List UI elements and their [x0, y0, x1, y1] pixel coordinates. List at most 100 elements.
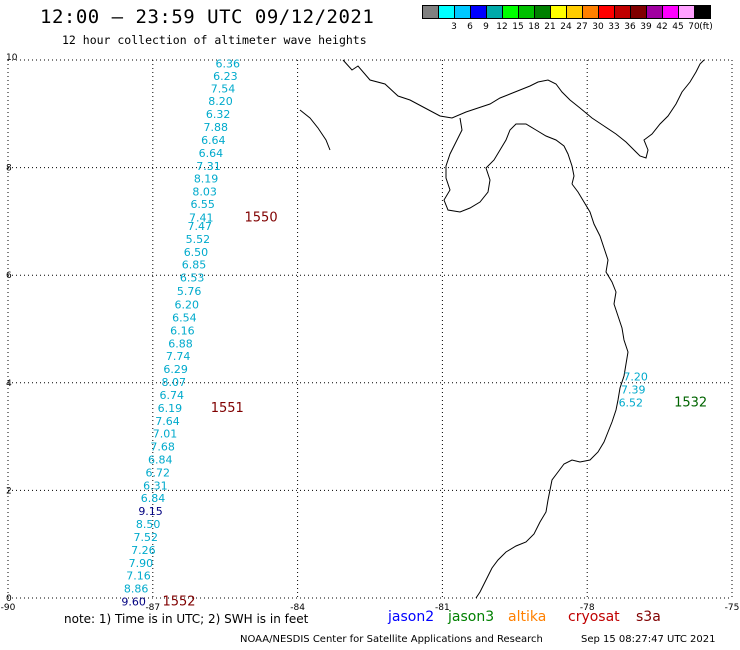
wave-height-value: 6.84 — [148, 454, 173, 467]
wave-height-value: 8.19 — [194, 173, 219, 186]
wave-height-value: 6.32 — [206, 108, 231, 121]
wave-height-value: 6.54 — [172, 311, 197, 324]
coastline-panama-gulf — [443, 117, 575, 213]
pass-time-label: 1551 — [211, 401, 244, 416]
wave-height-value: 8.07 — [161, 376, 186, 389]
coastline-central-america — [342, 59, 705, 159]
pass-time-label: 1532 — [674, 395, 707, 410]
color-swatch — [694, 5, 711, 19]
lat-tick-label: 10 — [6, 53, 18, 63]
satellite-legend-item: jason2 — [388, 609, 435, 625]
lat-tick-label: 8 — [6, 164, 12, 174]
wave-height-value: 6.36 — [216, 58, 241, 71]
wave-height-value: 7.39 — [621, 384, 646, 397]
coastline-island-gulf — [299, 109, 331, 151]
wave-height-value: 7.20 — [623, 371, 648, 384]
wave-height-value: 7.54 — [211, 82, 236, 95]
wave-height-value: 8.86 — [124, 583, 149, 596]
lon-tick-label: -78 — [580, 603, 595, 613]
color-scale-tick-label: 24 — [560, 22, 572, 32]
wave-height-value: 6.74 — [160, 389, 185, 402]
wave-height-value: 6.52 — [619, 396, 644, 409]
wave-height-value: 9.60 — [121, 596, 146, 609]
color-scale-unit: (ft) — [699, 22, 713, 32]
wave-height-value: 7.88 — [203, 121, 228, 134]
lat-lon-grid — [7, 59, 733, 599]
color-scale-tick-label: 33 — [608, 22, 620, 32]
wave-height-value: 6.64 — [199, 147, 224, 160]
wave-height-value: 6.19 — [158, 402, 183, 415]
wave-height-value: 6.16 — [170, 324, 195, 337]
satellite-legend-item: s3a — [636, 609, 661, 625]
wave-height-value: 9.15 — [138, 505, 163, 518]
credit-line: NOAA/NESDIS Center for Satellite Applica… — [240, 634, 543, 645]
pass-time-label: 1552 — [162, 595, 195, 610]
wave-height-value: 6.29 — [163, 363, 188, 376]
wave-height-value: 7.31 — [196, 160, 221, 173]
satellite-legend-item: altika — [508, 609, 547, 625]
wave-height-value: 6.20 — [175, 299, 200, 312]
coastline-colombia-pacific — [475, 183, 629, 599]
color-scale-tick-label: 6 — [467, 22, 473, 32]
color-scale-tick-label: 27 — [576, 22, 588, 32]
generated-timestamp: Sep 15 08:27:47 UTC 2021 — [581, 634, 716, 645]
color-scale-tick-label: 21 — [544, 22, 556, 32]
pass-time-labels: 1550 1551 1552 1532 — [162, 210, 707, 609]
color-scale-tick-label: 36 — [624, 22, 636, 32]
map-subtitle: 12 hour collection of altimeter wave hei… — [62, 33, 367, 47]
color-scale-legend: 3 6 9 12 15 18 21 24 27 30 33 36 39 42 45 70 (ft) — [422, 5, 713, 35]
altimeter-track-points: 6.366.237.548.206.327.886.646.647.318.19… — [121, 58, 647, 609]
wave-height-value: 7.47 — [188, 220, 213, 233]
wave-height-value: 8.20 — [208, 95, 233, 108]
lon-tick-label: -84 — [290, 603, 305, 613]
wave-height-value: 6.64 — [201, 134, 226, 147]
wave-height-value: 7.68 — [150, 441, 175, 454]
color-scale-tick-label: 12 — [496, 22, 508, 32]
wave-height-value: 6.88 — [168, 337, 193, 350]
color-scale-tick-label: 3 — [451, 22, 457, 32]
color-scale-tick-label: 42 — [656, 22, 668, 32]
wave-height-value: 7.90 — [129, 557, 154, 570]
color-scale-tick-label: 30 — [592, 22, 604, 32]
lat-tick-label: 0 — [6, 594, 12, 604]
coastline — [299, 59, 705, 599]
lat-tick-label: 4 — [6, 379, 12, 389]
wave-height-value: 6.23 — [213, 70, 238, 83]
color-scale-tick-label: 15 — [512, 22, 524, 32]
wave-height-value: 5.52 — [186, 233, 211, 246]
color-scale-tick-label: 70 — [688, 22, 700, 32]
wave-height-value: 5.76 — [177, 285, 202, 298]
wave-height-value: 7.41 — [189, 211, 214, 224]
color-scale-tick-label: 45 — [672, 22, 684, 32]
wave-height-value: 8.50 — [136, 518, 161, 531]
wave-height-value: 6.50 — [184, 246, 209, 259]
wave-height-value: 7.64 — [155, 415, 180, 428]
pass-time-label: 1550 — [245, 210, 278, 225]
color-scale-tick-label: 39 — [640, 22, 652, 32]
wave-height-value: 7.16 — [126, 570, 150, 583]
wave-height-value: 7.74 — [166, 350, 191, 363]
satellite-legend-item: jason3 — [448, 609, 495, 625]
wave-height-value: 7.26 — [131, 544, 156, 557]
axis-tick-labels: -90 -87 -84 -81 -78 -75 0 2 4 6 8 10 — [1, 53, 740, 613]
lat-tick-label: 6 — [6, 271, 12, 281]
wave-height-value: 8.03 — [192, 186, 217, 199]
lon-tick-label: -87 — [145, 603, 160, 613]
lon-tick-label: -81 — [435, 603, 450, 613]
wave-height-value: 7.52 — [133, 531, 158, 544]
wave-height-value: 6.31 — [143, 479, 168, 492]
lon-tick-label: -75 — [725, 603, 740, 613]
lat-tick-label: 2 — [6, 486, 12, 496]
wave-height-value: 6.85 — [182, 259, 207, 272]
wave-height-value: 6.53 — [180, 272, 205, 285]
satellite-legend-item: cryosat — [568, 609, 620, 625]
wave-height-value: 7.01 — [153, 428, 178, 441]
color-scale-swatches — [422, 5, 711, 19]
wave-height-value: 6.55 — [190, 198, 215, 211]
wave-height-value: 6.72 — [146, 466, 171, 479]
units-note: note: 1) Time is in UTC; 2) SWH is in fe… — [64, 612, 309, 626]
map-title: 12:00 – 23:59 UTC 09/12/2021 — [40, 6, 375, 28]
lon-tick-label: -90 — [1, 603, 16, 613]
color-scale-tick-label: 18 — [528, 22, 540, 32]
